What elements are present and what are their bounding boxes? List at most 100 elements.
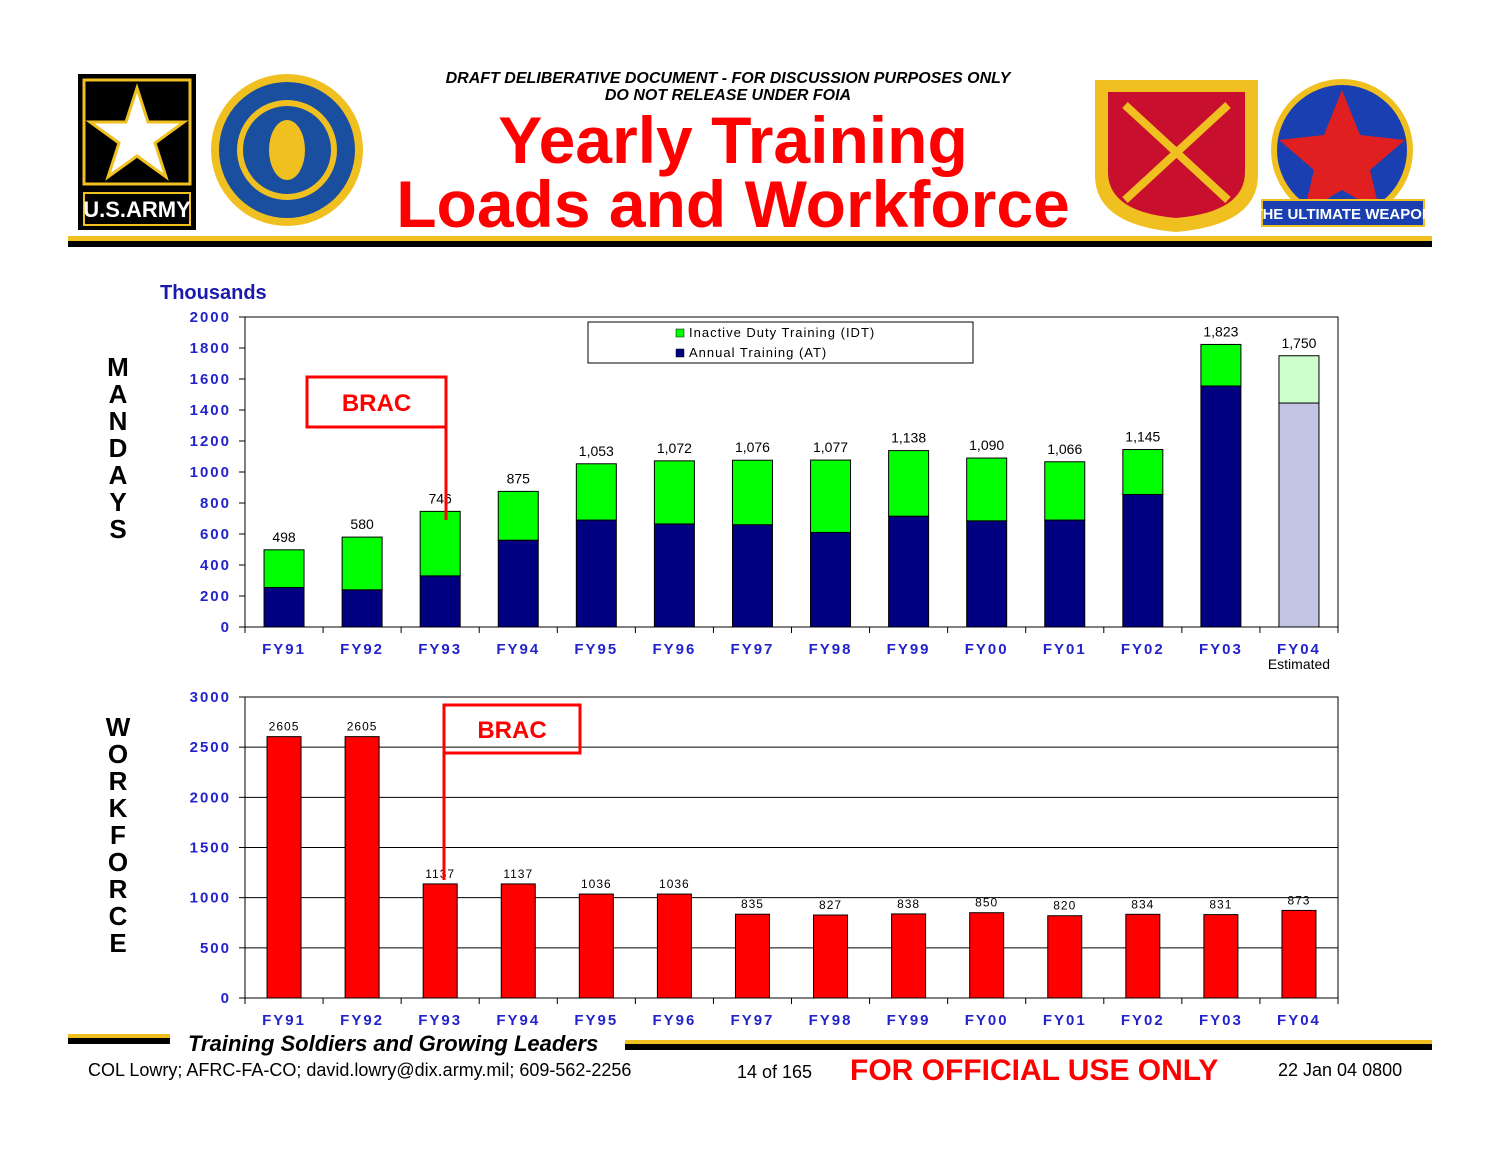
footer-rule [625, 1044, 1432, 1050]
total-label: 875 [507, 470, 531, 486]
bar-segment [1044, 519, 1086, 628]
x-tick-label: FY03 [1199, 641, 1243, 658]
x-tick-label: FY93 [418, 641, 462, 658]
value-label: 820 [1053, 899, 1076, 913]
marking: FOR OFFICIAL USE ONLY [850, 1054, 1218, 1087]
x-tick-label: FY95 [574, 1012, 618, 1029]
bar-segment [341, 589, 383, 628]
legend-swatch [675, 348, 685, 358]
x-tick-label: FY02 [1121, 641, 1165, 658]
bar-segment [497, 490, 539, 541]
bar [734, 913, 770, 999]
bar-segment [263, 586, 305, 628]
y-tick-label: 600 [200, 526, 231, 543]
x-tick-label: FY96 [652, 1012, 696, 1029]
total-label: 1,750 [1281, 335, 1316, 351]
x-tick-label: FY03 [1199, 1012, 1243, 1029]
x-tick-label: FY94 [496, 1012, 540, 1029]
bar [813, 914, 849, 999]
value-label: 827 [819, 898, 842, 912]
notice: DRAFT DELIBERATIVE DOCUMENT - FOR DISCUS… [446, 70, 1012, 87]
y-tick-label: 1600 [190, 371, 231, 388]
bar-segment [1122, 493, 1164, 628]
x-tick-label: FY93 [418, 1012, 462, 1029]
y-tick-label: 1200 [190, 433, 231, 450]
bar-segment [1278, 402, 1320, 628]
annotation: BRAC [477, 717, 546, 744]
y-tick-label: 1000 [190, 890, 231, 907]
x-tick-label: FY99 [887, 1012, 931, 1029]
bar-segment [263, 549, 305, 588]
total-label: 1,077 [813, 439, 848, 455]
y-tick-label: 800 [200, 495, 231, 512]
bar [1281, 909, 1317, 999]
total-label: 580 [350, 516, 374, 532]
page-number: 14 of 165 [737, 1062, 812, 1082]
y-tick-label: 1400 [190, 402, 231, 419]
value-label: 850 [975, 896, 998, 910]
date: 22 Jan 04 0800 [1278, 1060, 1402, 1080]
total-label: 1,072 [657, 440, 692, 456]
y-tick-label: 3000 [190, 689, 231, 706]
bar-segment [341, 536, 383, 591]
total-label: 1,076 [735, 439, 770, 455]
y-axis-label: WORKFORCE [103, 712, 133, 955]
legend-label: Annual Training (AT) [689, 345, 827, 360]
total-label: 498 [272, 529, 296, 545]
bar [969, 912, 1005, 999]
logo-text: U.S.ARMY [83, 197, 191, 222]
x-tick-label: FY91 [262, 1012, 306, 1029]
contact: COL Lowry; AFRC-FA-CO; david.lowry@dix.a… [88, 1060, 631, 1080]
x-tick-label: FY01 [1043, 1012, 1087, 1029]
bar-segment [575, 519, 617, 628]
bar-segment [966, 457, 1008, 522]
x-tick-label: FY92 [340, 1012, 384, 1029]
bar-segment [497, 539, 539, 628]
total-label: 1,145 [1125, 429, 1160, 445]
total-label: 1,823 [1203, 323, 1238, 339]
bar [891, 913, 927, 999]
bar-segment [653, 460, 695, 525]
army-logo: U.S.ARMY [78, 74, 196, 230]
bar-segment [419, 510, 461, 577]
footer-rule [68, 1034, 170, 1038]
y-tick-label: 2000 [190, 309, 231, 326]
value-label: 835 [741, 897, 764, 911]
ultimate-weapon-emblem: THE ULTIMATE WEAPON [1253, 79, 1433, 227]
reserve-seal [211, 74, 363, 226]
y-tick-label: 1000 [190, 464, 231, 481]
legend-swatch [675, 328, 685, 338]
value-label: 834 [1131, 897, 1154, 911]
x-tick-label: FY98 [809, 1012, 853, 1029]
bar [422, 883, 458, 999]
bar-segment [731, 524, 773, 628]
value-label: 1036 [581, 877, 612, 891]
x-tick-label: FY92 [340, 641, 384, 658]
value-label: 838 [897, 897, 920, 911]
annotation: BRAC [342, 390, 411, 417]
motto: Training Soldiers and Growing Leaders [188, 1031, 598, 1056]
bar [344, 736, 380, 999]
title: Yearly Training [498, 103, 968, 177]
title: Loads and Workforce [396, 167, 1070, 241]
bar-segment [575, 463, 617, 521]
total-label: 746 [428, 490, 452, 506]
bar-segment [653, 523, 695, 628]
value-label: 873 [1287, 893, 1310, 907]
logo-text: THE ULTIMATE WEAPON [1253, 206, 1432, 223]
bar [578, 893, 614, 999]
y-tick-label: 2000 [190, 789, 231, 806]
unit-label: Thousands [160, 282, 267, 304]
x-tick-label: FY97 [731, 641, 775, 658]
x-tick-label: FY95 [574, 641, 618, 658]
legend-label: Inactive Duty Training (IDT) [689, 325, 875, 340]
x-tick-label: FY96 [652, 641, 696, 658]
header-rule [68, 236, 1432, 241]
y-tick-label: 1800 [190, 340, 231, 357]
bar [1203, 914, 1239, 999]
value-label: 1137 [425, 867, 455, 881]
y-tick-label: 2500 [190, 739, 231, 756]
footer-rule [625, 1040, 1432, 1044]
bar-segment [888, 515, 930, 628]
total-label: 1,053 [579, 443, 614, 459]
